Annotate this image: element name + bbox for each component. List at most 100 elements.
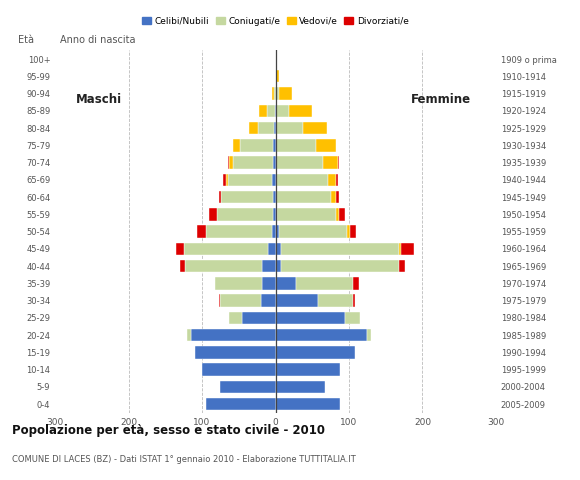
Bar bbox=[184, 243, 268, 255]
Bar bbox=[276, 363, 340, 376]
Bar bbox=[229, 156, 233, 169]
Bar bbox=[276, 156, 323, 169]
Bar bbox=[399, 243, 401, 255]
Bar bbox=[276, 208, 277, 220]
Bar bbox=[185, 260, 262, 272]
Bar bbox=[176, 243, 184, 255]
Bar bbox=[218, 208, 273, 220]
Bar bbox=[276, 277, 296, 289]
Bar bbox=[276, 312, 345, 324]
Bar bbox=[206, 398, 276, 410]
Bar bbox=[276, 53, 277, 65]
Bar bbox=[277, 208, 336, 220]
Bar bbox=[353, 294, 355, 307]
Bar bbox=[233, 139, 240, 152]
Bar bbox=[202, 363, 276, 376]
Bar bbox=[336, 208, 339, 220]
Bar bbox=[228, 156, 229, 169]
Bar bbox=[316, 139, 336, 152]
Bar bbox=[276, 294, 318, 307]
Bar bbox=[240, 139, 273, 152]
Bar bbox=[249, 122, 258, 134]
Bar bbox=[279, 87, 292, 100]
Bar bbox=[276, 260, 281, 272]
Bar bbox=[242, 312, 276, 324]
Bar bbox=[273, 139, 276, 152]
Bar bbox=[261, 294, 276, 307]
Bar bbox=[209, 208, 218, 220]
Bar bbox=[323, 156, 338, 169]
Bar bbox=[233, 156, 273, 169]
Text: Maschi: Maschi bbox=[76, 94, 122, 107]
Bar bbox=[303, 122, 327, 134]
Bar bbox=[187, 329, 191, 341]
Bar bbox=[276, 346, 355, 359]
Bar bbox=[276, 381, 325, 393]
Bar bbox=[273, 156, 276, 169]
Text: Età: Età bbox=[17, 35, 34, 45]
Bar bbox=[272, 226, 276, 238]
Bar bbox=[296, 277, 353, 289]
Bar bbox=[272, 174, 276, 186]
Bar bbox=[219, 191, 221, 204]
Bar bbox=[276, 122, 303, 134]
Bar bbox=[221, 191, 273, 204]
Bar bbox=[347, 226, 350, 238]
Bar bbox=[367, 329, 371, 341]
Bar bbox=[274, 122, 276, 134]
Bar bbox=[276, 398, 340, 410]
Bar bbox=[399, 260, 405, 272]
Bar bbox=[289, 105, 312, 117]
Bar bbox=[336, 191, 339, 204]
Bar bbox=[401, 243, 414, 255]
Bar bbox=[350, 226, 356, 238]
Bar bbox=[336, 174, 338, 186]
Bar bbox=[276, 243, 281, 255]
Bar bbox=[272, 87, 274, 100]
Bar bbox=[276, 70, 279, 83]
Bar bbox=[229, 312, 242, 324]
Text: Anno di nascita: Anno di nascita bbox=[60, 35, 135, 45]
Legend: Celibi/Nubili, Coniugati/e, Vedovi/e, Divorziati/e: Celibi/Nubili, Coniugati/e, Vedovi/e, Di… bbox=[139, 13, 412, 29]
Bar bbox=[197, 226, 206, 238]
Bar bbox=[219, 294, 220, 307]
Bar bbox=[215, 277, 262, 289]
Bar bbox=[195, 346, 276, 359]
Bar bbox=[345, 312, 360, 324]
Bar bbox=[276, 191, 331, 204]
Bar bbox=[276, 174, 328, 186]
Bar bbox=[328, 174, 336, 186]
Text: COMUNE DI LACES (BZ) - Dati ISTAT 1° gennaio 2010 - Elaborazione TUTTITALIA.IT: COMUNE DI LACES (BZ) - Dati ISTAT 1° gen… bbox=[12, 455, 356, 464]
Bar bbox=[258, 122, 274, 134]
Bar bbox=[259, 105, 267, 117]
Bar bbox=[279, 226, 347, 238]
Bar bbox=[318, 294, 353, 307]
Bar bbox=[206, 226, 272, 238]
Bar bbox=[220, 294, 261, 307]
Bar bbox=[228, 174, 272, 186]
Bar bbox=[262, 277, 276, 289]
Bar bbox=[268, 243, 276, 255]
Bar bbox=[267, 105, 275, 117]
Bar bbox=[262, 260, 276, 272]
Bar bbox=[276, 329, 367, 341]
Bar bbox=[276, 226, 279, 238]
Bar bbox=[180, 260, 185, 272]
Bar bbox=[338, 156, 339, 169]
Bar bbox=[191, 329, 276, 341]
Bar bbox=[276, 105, 289, 117]
Bar bbox=[276, 139, 316, 152]
Bar bbox=[331, 191, 336, 204]
Bar bbox=[281, 243, 399, 255]
Bar bbox=[274, 87, 276, 100]
Text: Femmine: Femmine bbox=[411, 94, 471, 107]
Bar bbox=[220, 381, 276, 393]
Bar bbox=[273, 208, 275, 220]
Text: Popolazione per età, sesso e stato civile - 2010: Popolazione per età, sesso e stato civil… bbox=[12, 424, 325, 437]
Bar bbox=[281, 260, 399, 272]
Bar bbox=[226, 174, 228, 186]
Bar bbox=[223, 174, 226, 186]
Bar bbox=[273, 191, 275, 204]
Bar bbox=[339, 208, 345, 220]
Bar bbox=[353, 277, 359, 289]
